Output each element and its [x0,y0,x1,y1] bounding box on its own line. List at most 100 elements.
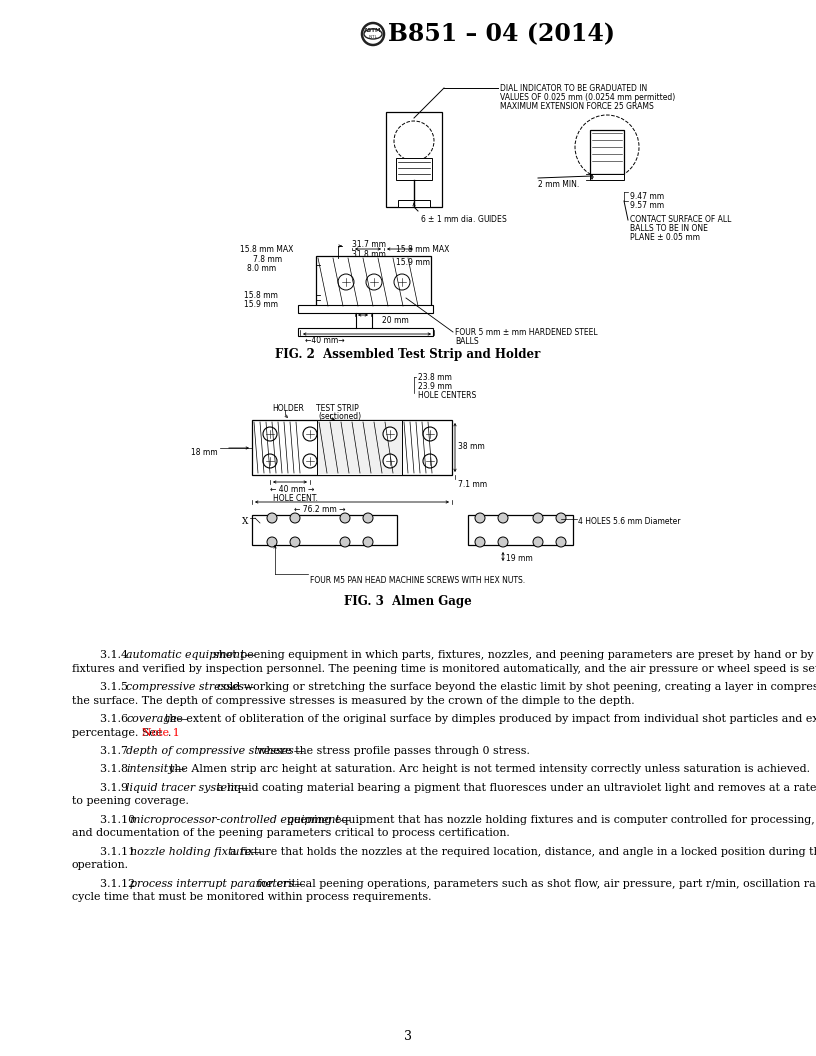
Circle shape [263,427,277,441]
Circle shape [303,427,317,441]
Circle shape [290,513,300,523]
Text: (sectioned): (sectioned) [318,412,361,421]
Circle shape [267,538,277,547]
Bar [298,328,433,336]
Text: INTL: INTL [369,35,378,39]
Text: ← 76.2 mm →: ← 76.2 mm → [295,505,346,514]
Circle shape [498,538,508,547]
Text: MAXIMUM EXTENSION FORCE 25 GRAMS: MAXIMUM EXTENSION FORCE 25 GRAMS [500,102,654,111]
Circle shape [475,538,485,547]
Bar [386,112,442,207]
Text: 38 mm: 38 mm [458,442,485,451]
Bar [396,158,432,180]
Text: 23.9 mm: 23.9 mm [418,382,452,391]
Text: the extent of obliteration of the original surface by dimples produced by impact: the extent of obliteration of the origin… [166,714,816,724]
Text: where the stress profile passes through 0 stress.: where the stress profile passes through … [256,746,530,756]
Text: 3.1.10: 3.1.10 [100,815,139,825]
Text: cold working or stretching the surface beyond the elastic limit by shot peening,: cold working or stretching the surface b… [217,682,816,692]
Text: HOLE CENTERS: HOLE CENTERS [418,391,477,400]
Text: operation.: operation. [72,861,129,870]
Text: 31.7 mm: 31.7 mm [352,240,386,249]
Circle shape [366,274,382,290]
Text: FIG. 3  Almen Gage: FIG. 3 Almen Gage [344,595,472,608]
Circle shape [383,427,397,441]
Circle shape [423,454,437,468]
Text: intensity—: intensity— [126,765,185,774]
Circle shape [363,538,373,547]
Text: 6 $\pm$ 1 mm dia. GUIDES: 6 $\pm$ 1 mm dia. GUIDES [420,213,508,224]
Bar [590,174,624,180]
Circle shape [498,513,508,523]
Text: microprocessor-controlled equipment—: microprocessor-controlled equipment— [131,815,352,825]
Text: coverage—: coverage— [126,714,188,724]
Text: 2 mm MIN.: 2 mm MIN. [538,180,579,189]
Bar [317,420,402,475]
Text: ←40 mm→: ←40 mm→ [305,336,344,345]
Text: a liquid coating material bearing a pigment that fluoresces under an ultraviolet: a liquid coating material bearing a pigm… [217,782,816,793]
Text: VALUES OF 0.025 mm (0.0254 mm permitted): VALUES OF 0.025 mm (0.0254 mm permitted) [500,93,676,102]
Text: 19 mm: 19 mm [506,554,533,563]
Circle shape [533,513,543,523]
Text: 3.1.6: 3.1.6 [100,714,131,724]
Circle shape [394,274,410,290]
Text: 9.47 mm: 9.47 mm [630,192,664,201]
Circle shape [475,513,485,523]
Circle shape [303,454,317,468]
Text: 3: 3 [404,1030,412,1043]
Text: TEST STRIP: TEST STRIP [316,404,359,413]
Text: a fixture that holds the nozzles at the required location, distance, and angle i: a fixture that holds the nozzles at the … [230,847,816,857]
Text: 18 mm: 18 mm [192,448,218,457]
Text: depth of compressive stresses—: depth of compressive stresses— [126,746,305,756]
Bar [252,515,397,545]
Text: nozzle holding fixture—: nozzle holding fixture— [131,847,263,857]
Text: 7.1 mm: 7.1 mm [458,480,487,489]
Text: 3.1.12: 3.1.12 [100,879,139,889]
Bar [252,420,452,475]
Text: HOLDER: HOLDER [272,404,304,413]
Text: cycle time that must be monitored within process requirements.: cycle time that must be monitored within… [72,892,432,903]
Text: 9.57 mm: 9.57 mm [630,201,664,210]
Text: shot peening equipment in which parts, fixtures, nozzles, and peening parameters: shot peening equipment in which parts, f… [213,650,816,660]
Text: the surface. The depth of compressive stresses is measured by the crown of the d: the surface. The depth of compressive st… [72,696,635,705]
Circle shape [533,538,543,547]
Text: FOUR M5 PAN HEAD MACHINE SCREWS WITH HEX NUTS.: FOUR M5 PAN HEAD MACHINE SCREWS WITH HEX… [310,576,526,585]
Text: 3.1.9: 3.1.9 [100,782,131,793]
Text: 3.1.5: 3.1.5 [100,682,131,692]
Text: 7.8 mm: 7.8 mm [253,254,282,264]
Bar [316,256,431,308]
Text: 15.8 mm MAX: 15.8 mm MAX [396,245,450,254]
Text: X: X [242,517,248,526]
Text: peening equipment that has nozzle holding fixtures and is computer controlled fo: peening equipment that has nozzle holdin… [287,815,816,825]
Bar [468,515,573,545]
Text: liquid tracer system—: liquid tracer system— [126,782,249,793]
Circle shape [423,427,437,441]
Text: 8.0 mm: 8.0 mm [247,264,276,274]
Text: FIG. 2  Assembled Test Strip and Holder: FIG. 2 Assembled Test Strip and Holder [275,348,541,361]
Text: CONTACT SURFACE OF ALL: CONTACT SURFACE OF ALL [630,215,731,224]
Circle shape [363,513,373,523]
Text: 3.1.7: 3.1.7 [100,746,131,756]
Circle shape [340,513,350,523]
Text: B851 – 04 (2014): B851 – 04 (2014) [388,22,615,46]
Text: FOUR 5 mm ± mm HARDENED STEEL: FOUR 5 mm ± mm HARDENED STEEL [455,328,597,337]
Text: to peening coverage.: to peening coverage. [72,796,188,807]
Circle shape [383,454,397,468]
Text: the Almen strip arc height at saturation. Arc height is not termed intensity cor: the Almen strip arc height at saturation… [170,765,809,774]
Text: 20 mm: 20 mm [382,316,409,325]
Text: 31.8 mm: 31.8 mm [352,250,386,259]
Text: 15.9 mm: 15.9 mm [244,300,278,309]
Circle shape [556,513,566,523]
Bar [398,200,430,207]
Text: compressive stresses—: compressive stresses— [126,682,255,692]
Text: 23.8 mm: 23.8 mm [418,373,452,382]
Text: BALLS: BALLS [455,337,479,346]
Circle shape [290,538,300,547]
Circle shape [340,538,350,547]
Text: ← 40 mm →: ← 40 mm → [270,485,314,494]
Text: 3.1.11: 3.1.11 [100,847,139,857]
Text: 3.1.8: 3.1.8 [100,765,131,774]
Text: fixtures and verified by inspection personnel. The peening time is monitored aut: fixtures and verified by inspection pers… [72,663,816,674]
Text: BALLS TO BE IN ONE: BALLS TO BE IN ONE [630,224,707,233]
Text: percentage. See: percentage. See [72,728,166,737]
Circle shape [267,513,277,523]
